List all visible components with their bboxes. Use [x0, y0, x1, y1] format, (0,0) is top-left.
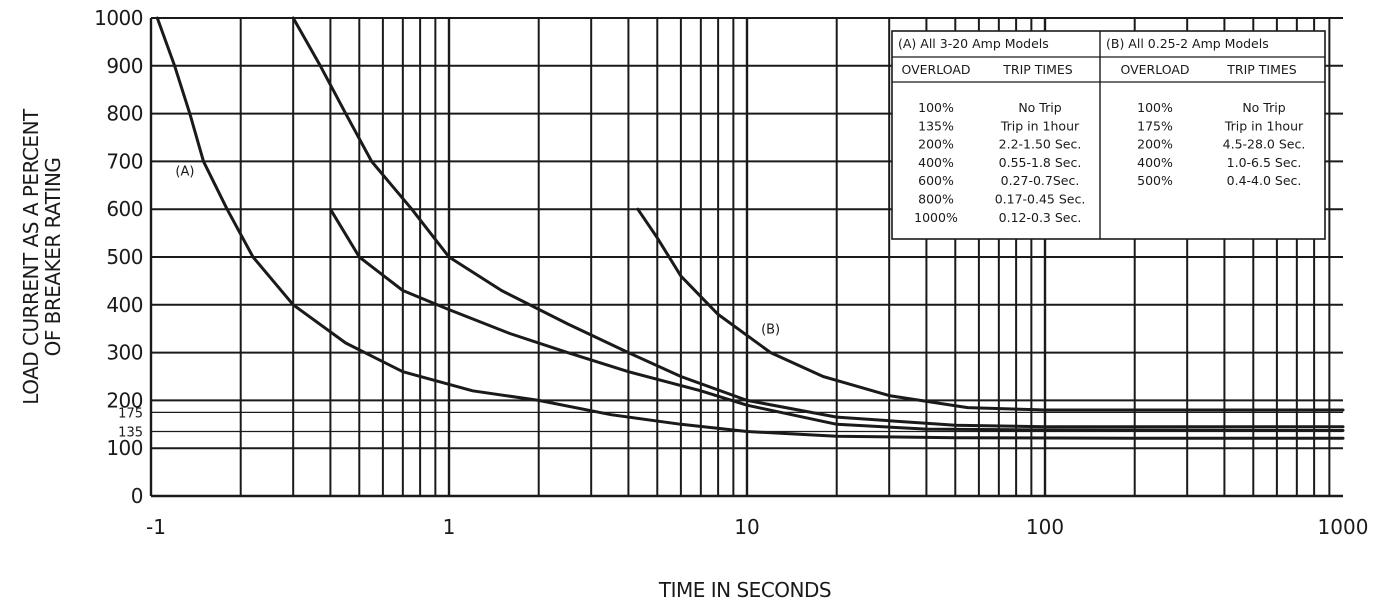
legend-b-overload: 400% — [1137, 155, 1173, 170]
legend-a-overload: 600% — [918, 173, 954, 188]
legend-trip-times-label: TRIP TIMES — [1002, 62, 1073, 77]
legend-overload-label: OVERLOAD — [1120, 62, 1189, 77]
y-tick-label: 700 — [106, 149, 143, 173]
y-tick-label: 600 — [106, 197, 143, 221]
legend-a-overload: 800% — [918, 192, 954, 207]
y-tick-label: 500 — [106, 245, 143, 269]
trip-curve-2 — [328, 207, 1345, 432]
legend-trip-times-label: TRIP TIMES — [1226, 62, 1297, 77]
y-tick-label: 300 — [106, 341, 143, 365]
y-tick-label: 175 — [118, 406, 143, 421]
trip-curve-1 — [155, 16, 1345, 440]
trip-times-legend: (A) All 3-20 Amp Models (B) All 0.25-2 Am… — [891, 30, 1326, 240]
legend-a-trip-time: 0.12-0.3 Sec. — [999, 210, 1082, 225]
legend-box — [891, 30, 1326, 240]
x-tick-label: 1000 — [1318, 515, 1369, 539]
axes — [149, 18, 1343, 498]
legend-b-overload: 175% — [1137, 118, 1173, 133]
y-tick-label: 800 — [106, 102, 143, 126]
legend-a-overload: 200% — [918, 137, 954, 152]
legend-b-trip-time: No Trip — [1242, 100, 1285, 115]
legend-a-trip-time: 2.2-1.50 Sec. — [999, 137, 1082, 152]
curve-annotation: (B) — [761, 322, 780, 337]
x-tick-label: 100 — [1026, 515, 1064, 539]
legend-a-trip-time: No Trip — [1018, 100, 1061, 115]
x-tick-label: -1 — [146, 515, 166, 539]
legend-a-trip-time: Trip in 1hour — [1000, 118, 1080, 133]
y-tick-label: 900 — [106, 54, 143, 78]
y-tick-label: 200 — [106, 388, 143, 412]
y-tick-label: 400 — [106, 293, 143, 317]
trip-curve-4 — [636, 207, 1345, 412]
legend-overload-label: OVERLOAD — [901, 62, 970, 77]
trip-curves — [155, 16, 1345, 440]
legend-a-trip-time: 0.27-0.7Sec. — [1001, 173, 1080, 188]
y-tick-label: 1000 — [94, 6, 143, 30]
legend-b-overload: 100% — [1137, 100, 1173, 115]
legend-a-overload: 100% — [918, 100, 954, 115]
legend-a-overload: 1000% — [914, 210, 958, 225]
y-tick-label: 0 — [131, 484, 143, 508]
trip-curve-3 — [291, 16, 1345, 429]
legend-a-trip-time: 0.17-0.45 Sec. — [995, 192, 1086, 207]
legend-b-trip-time: 0.4-4.0 Sec. — [1227, 173, 1302, 188]
legend-a-overload: 135% — [918, 118, 954, 133]
y-tick-label: 100 — [106, 436, 143, 460]
legend-b-overload: 200% — [1137, 137, 1173, 152]
curve-annotation: (A) — [175, 165, 194, 180]
legend-b-trip-time: 1.0-6.5 Sec. — [1227, 155, 1302, 170]
x-tick-label: 10 — [734, 515, 759, 539]
x-axis-title: TIME IN SECONDS — [658, 578, 831, 602]
legend-b-overload: 500% — [1137, 173, 1173, 188]
y-tick-label: 135 — [118, 425, 143, 440]
legend-header-a: (A) All 3-20 Amp Models — [898, 36, 1049, 51]
legend-a-trip-time: 0.55-1.8 Sec. — [999, 155, 1082, 170]
x-tick-label: 1 — [443, 515, 456, 539]
legend-b-trip-time: Trip in 1hour — [1224, 118, 1304, 133]
legend-a-overload: 400% — [918, 155, 954, 170]
legend-b-trip-time: 4.5-28.0 Sec. — [1223, 137, 1306, 152]
axis-labels: 01001351752003004005006007008009001000-1… — [19, 6, 1368, 602]
y-axis-title-line: LOAD CURRENT AS A PERCENT — [19, 108, 43, 405]
y-axis-title-line: OF BREAKER RATING — [41, 158, 65, 357]
legend-header-b: (B) All 0.25-2 Amp Models — [1106, 36, 1269, 51]
